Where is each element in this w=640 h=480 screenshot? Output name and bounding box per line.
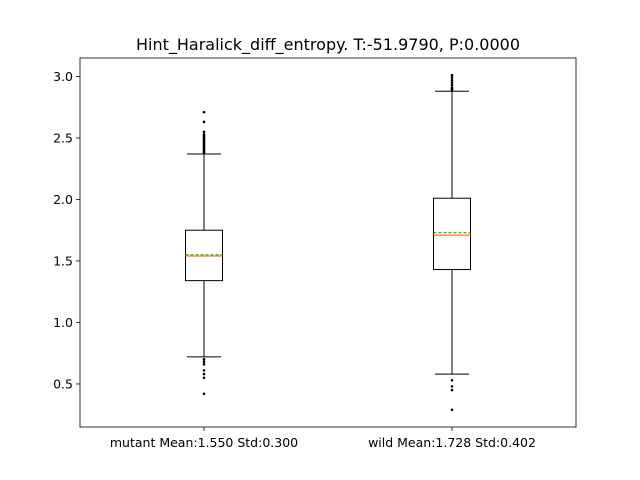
flier-point [450,81,454,84]
y-tick-label: 1.5 [53,253,73,268]
x-tick-label: wild Mean:1.728 Std:0.402 [368,435,536,450]
flier-point [202,358,206,361]
flier-point [202,369,206,372]
chart-title: Hint_Haralick_diff_entropy. T:-51.9790, … [136,35,520,55]
flier-point [450,86,454,89]
y-tick-label: 2.0 [53,192,73,207]
box-iqr [433,197,471,271]
plot-area: mutant Mean:1.550 Std:0.300 wild Mean:1.7… [53,57,577,450]
flier-point [202,376,206,380]
flier-point [450,76,454,79]
flier-point [202,110,206,114]
flier-point [202,132,206,136]
y-tick-label: 2.5 [53,130,73,145]
flier-point [202,372,206,376]
flier-point [450,83,454,87]
flier-point [202,120,206,124]
flier-point [202,362,206,366]
y-tick-label: 1.0 [53,315,73,330]
flier-point [450,78,454,82]
flier-point [450,378,454,382]
flier-point [450,73,454,77]
flier-point [450,385,454,388]
x-tick-label: mutant Mean:1.550 Std:0.300 [110,435,298,450]
flier-point [202,360,206,364]
axes-frame [79,57,577,428]
flier-point [450,388,454,392]
flier-point [202,392,206,396]
flier-point [450,408,454,412]
y-tick-label: 3.0 [53,69,73,84]
flier-point [202,130,206,134]
y-tick-label: 0.5 [53,376,73,391]
